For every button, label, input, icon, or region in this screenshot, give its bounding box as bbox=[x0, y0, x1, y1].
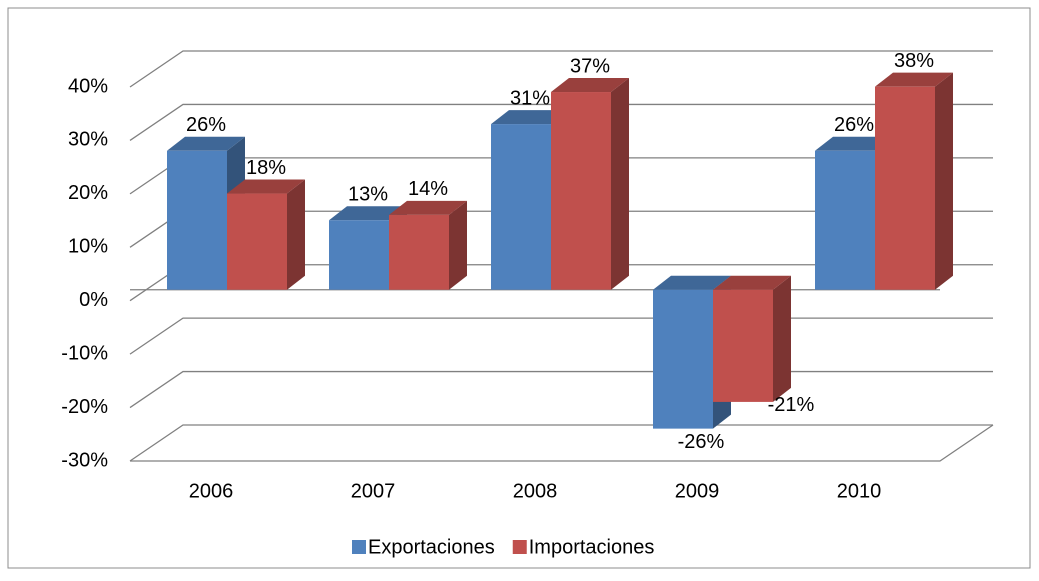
bar-side bbox=[287, 179, 305, 290]
y-tick-label: -20% bbox=[61, 396, 108, 418]
x-tick-label: 2010 bbox=[837, 480, 882, 502]
bar-front bbox=[491, 124, 551, 290]
bar-top bbox=[815, 136, 893, 151]
grid-line bbox=[129, 424, 993, 462]
bar-top bbox=[875, 72, 953, 87]
y-tick-label: 20% bbox=[68, 182, 108, 204]
legend-label: Exportaciones bbox=[368, 536, 495, 558]
bar-top bbox=[491, 110, 569, 125]
value-label: 38% bbox=[894, 50, 934, 72]
bar-top bbox=[653, 275, 731, 290]
bar-top bbox=[227, 179, 305, 194]
value-label: 26% bbox=[186, 114, 226, 136]
bar-top bbox=[329, 206, 407, 221]
x-tick-label: 2009 bbox=[675, 480, 720, 502]
bar-top bbox=[713, 275, 791, 290]
floor-edge bbox=[130, 424, 994, 462]
bar-top bbox=[551, 78, 629, 93]
bar-front bbox=[875, 86, 935, 290]
y-tick-label: 0% bbox=[79, 289, 108, 311]
value-label: 31% bbox=[510, 87, 550, 109]
bar-front bbox=[551, 92, 611, 290]
bar bbox=[713, 275, 791, 402]
value-label: 13% bbox=[348, 184, 388, 206]
bar-front bbox=[815, 150, 875, 290]
value-label: -26% bbox=[678, 431, 725, 453]
bar-front bbox=[389, 214, 449, 290]
y-tick-label: 10% bbox=[68, 236, 108, 258]
bar bbox=[551, 78, 629, 290]
y-tick-label: 30% bbox=[68, 129, 108, 151]
x-tick-label: 2006 bbox=[189, 480, 234, 502]
bar-side bbox=[611, 78, 629, 290]
grid-line bbox=[129, 103, 993, 141]
y-tick-label: -30% bbox=[61, 449, 108, 471]
bar bbox=[875, 72, 953, 290]
y-tick-label: 40% bbox=[68, 75, 108, 97]
legend-swatch bbox=[512, 540, 527, 554]
grid-line bbox=[129, 50, 993, 88]
value-label: 14% bbox=[408, 178, 448, 200]
bar bbox=[389, 200, 467, 290]
value-label: 37% bbox=[570, 55, 610, 77]
value-label: 18% bbox=[246, 157, 286, 179]
bar-top bbox=[389, 200, 467, 215]
value-label: -21% bbox=[768, 394, 815, 416]
bar-top bbox=[167, 136, 245, 151]
x-tick-label: 2007 bbox=[351, 480, 396, 502]
value-label: 26% bbox=[834, 114, 874, 136]
bar-front bbox=[329, 220, 389, 290]
legend-swatch bbox=[352, 540, 366, 554]
bar-front bbox=[167, 150, 227, 290]
x-tick-label: 2008 bbox=[513, 480, 558, 502]
legend-label: Importaciones bbox=[529, 536, 655, 558]
y-tick-label: -10% bbox=[61, 342, 108, 364]
bar-side bbox=[773, 275, 791, 402]
bar-front bbox=[713, 289, 773, 402]
bar-side bbox=[935, 72, 953, 290]
bar-side bbox=[449, 200, 467, 290]
bar-front bbox=[653, 289, 713, 429]
bar bbox=[491, 110, 569, 290]
bar bbox=[227, 179, 305, 290]
bar-front bbox=[227, 193, 287, 290]
